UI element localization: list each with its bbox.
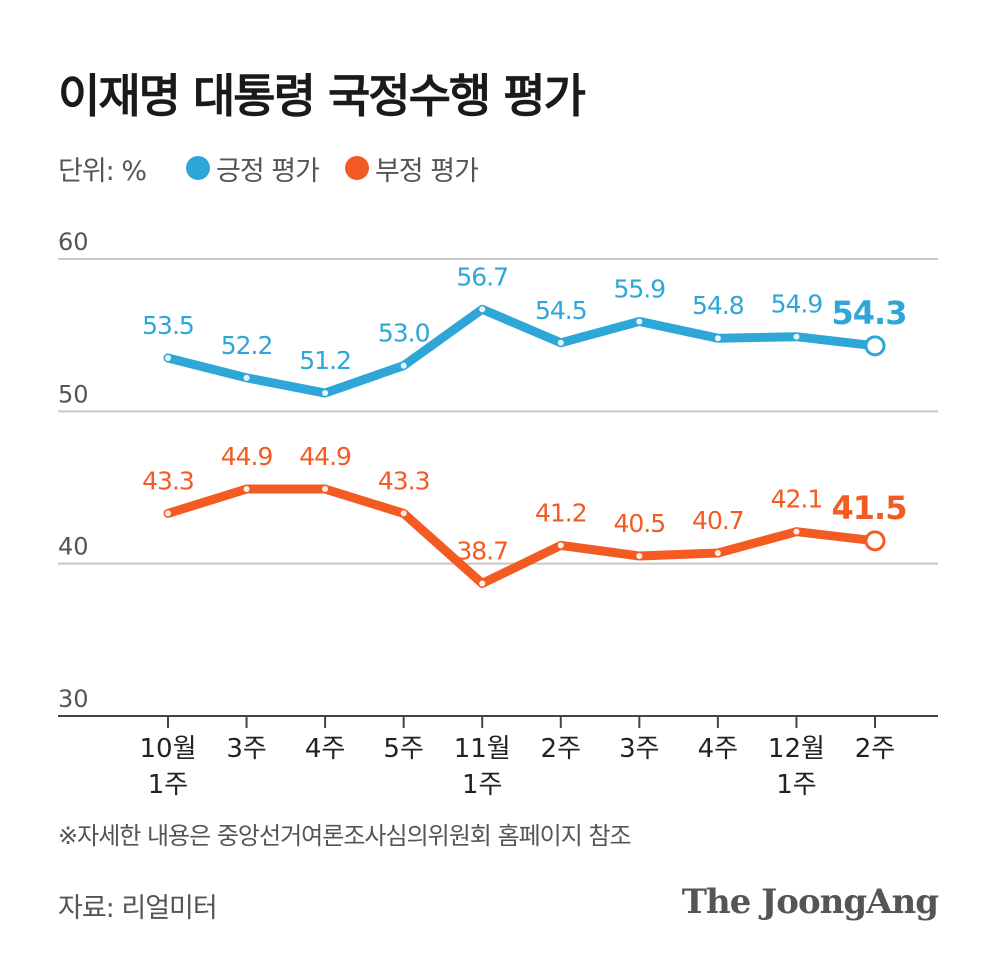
data-point bbox=[479, 580, 486, 587]
data-point bbox=[322, 486, 329, 493]
legend-item-negative: 부정 평가 bbox=[344, 149, 479, 188]
data-point bbox=[322, 390, 329, 397]
chart-title: 이재명 대통령 국정수행 평가 bbox=[58, 69, 586, 123]
data-point bbox=[793, 528, 800, 535]
x-tick-label: 1주 bbox=[462, 770, 502, 800]
legend-label-negative: 부정 평가 bbox=[374, 155, 479, 187]
y-tick-label-30: 30 bbox=[58, 685, 89, 713]
data-label: 43.3 bbox=[142, 466, 194, 495]
data-label: 53.0 bbox=[378, 319, 430, 348]
data-point bbox=[165, 510, 171, 517]
data-point bbox=[479, 306, 486, 313]
data-point bbox=[636, 318, 643, 325]
data-point bbox=[714, 335, 721, 342]
data-point bbox=[400, 362, 407, 369]
line-chart: 30 40 50 60 10월 1주 3주 4주 5주 11월 1주 2주 3주 4주 12월 1주 2주 53.… bbox=[58, 228, 938, 800]
series-line-0 bbox=[163, 304, 880, 398]
data-label: 38.7 bbox=[456, 536, 508, 565]
negative-dot-icon bbox=[344, 156, 369, 180]
x-tick-label: 4주 bbox=[305, 734, 345, 764]
x-tick-label: 3주 bbox=[226, 734, 266, 764]
x-tick-label: 5주 bbox=[383, 734, 423, 764]
x-tick-label: 2주 bbox=[541, 734, 581, 764]
y-tick-label-40: 40 bbox=[58, 533, 89, 561]
data-label: 54.8 bbox=[692, 291, 744, 320]
x-tick-label: 12월 bbox=[768, 734, 825, 764]
data-label: 54.3 bbox=[832, 294, 907, 332]
x-tick-label: 1주 bbox=[148, 770, 188, 800]
data-label: 55.9 bbox=[613, 274, 665, 303]
positive-dot-icon bbox=[186, 156, 211, 180]
data-label: 53.5 bbox=[142, 311, 194, 340]
data-label: 56.7 bbox=[456, 262, 508, 291]
legend-label-positive: 긍정 평가 bbox=[216, 155, 320, 187]
x-tick-label: 2주 bbox=[855, 734, 895, 764]
footnote: ※자세한 내용은 중앙선거여론조사심의위원회 홈페이지 참조 bbox=[58, 822, 632, 850]
data-label: 40.7 bbox=[692, 506, 744, 535]
legend-item-positive: 긍정 평가 bbox=[186, 149, 320, 188]
data-label: 40.5 bbox=[613, 509, 665, 538]
data-point bbox=[864, 335, 886, 357]
data-point bbox=[165, 355, 171, 362]
x-tick-label: 11월 bbox=[454, 734, 511, 764]
data-label: 54.9 bbox=[771, 290, 823, 319]
data-label: 52.2 bbox=[221, 331, 273, 360]
data-label: 51.2 bbox=[299, 346, 351, 375]
data-point bbox=[864, 530, 886, 552]
data-label: 54.5 bbox=[535, 296, 587, 325]
data-point bbox=[793, 333, 800, 340]
data-label: 41.5 bbox=[832, 489, 907, 527]
data-point bbox=[243, 486, 250, 493]
data-label: 44.9 bbox=[299, 442, 351, 471]
y-tick-label-60: 60 bbox=[58, 228, 89, 256]
y-tick-label-50: 50 bbox=[58, 380, 89, 408]
x-tick-label: 4주 bbox=[698, 734, 738, 764]
data-point bbox=[636, 553, 643, 560]
data-point bbox=[400, 510, 407, 517]
data-label: 43.3 bbox=[378, 466, 430, 495]
x-tick-label: 10월 bbox=[139, 734, 196, 764]
data-label: 42.1 bbox=[771, 485, 823, 514]
data-point bbox=[557, 339, 564, 346]
data-point bbox=[557, 542, 564, 549]
x-tick-label: 3주 bbox=[619, 734, 659, 764]
x-tick-label: 1주 bbox=[776, 770, 816, 800]
data-label: 44.9 bbox=[221, 442, 273, 471]
source-label: 자료: 리얼미터 bbox=[58, 893, 218, 924]
legend: 단위: % 긍정 평가 부정 평가 bbox=[58, 149, 504, 188]
series-line-1 bbox=[163, 484, 880, 588]
data-label: 41.2 bbox=[535, 498, 587, 527]
unit-label: 단위: % bbox=[58, 155, 147, 187]
data-point bbox=[243, 374, 250, 381]
brand-logo: The JoongAng bbox=[681, 882, 939, 922]
data-point bbox=[714, 550, 721, 557]
